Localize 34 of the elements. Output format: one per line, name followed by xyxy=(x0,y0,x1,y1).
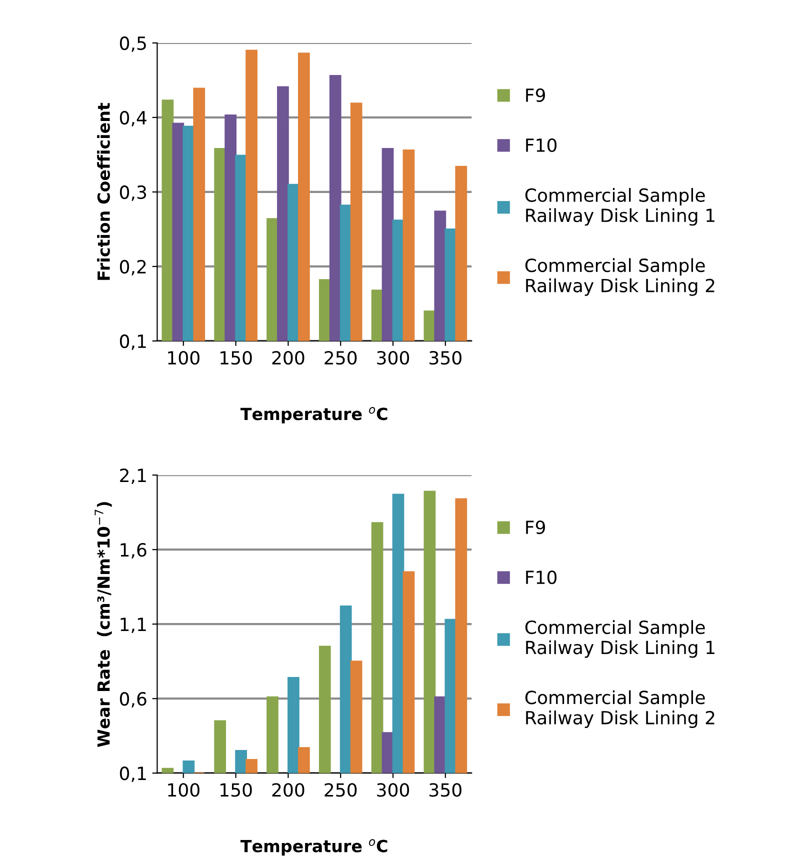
y-tick-label: 0,5 xyxy=(120,36,146,52)
x-tick-label: 100 xyxy=(168,351,200,365)
y-tick-label: 0,1 xyxy=(120,334,146,350)
legend-label: F10 xyxy=(526,570,557,584)
x-axis-title: Temperature $^{o}$C xyxy=(240,407,388,424)
legend-label: Commercial Sample Railway Disk Lining 1 xyxy=(525,188,714,226)
legend-label: F9 xyxy=(526,520,545,534)
x-tick-label: 300 xyxy=(377,783,410,797)
x-tick-label: 200 xyxy=(272,783,304,797)
y-axis-title: Wear Rate (cm³/Nm*10$^{−7}$) xyxy=(94,502,112,748)
x-tick-label: 150 xyxy=(220,351,252,365)
legend-label: F10 xyxy=(526,138,557,152)
y-tick-label: 1,6 xyxy=(120,543,146,559)
y-tick-label: 0,4 xyxy=(120,110,146,126)
legend-label: Commercial Sample Railway Disk Lining 1 xyxy=(525,620,714,658)
x-tick-label: 300 xyxy=(377,351,410,365)
x-tick-label: 200 xyxy=(272,351,304,365)
x-tick-label: 250 xyxy=(324,783,357,797)
y-tick-label: 0,6 xyxy=(120,692,146,708)
legend-label: F9 xyxy=(526,88,545,102)
y-tick-label: 0,1 xyxy=(120,766,146,782)
legend-label: Commercial Sample Railway Disk Lining 2 xyxy=(525,690,714,728)
x-axis-title: Temperature $^{o}$C xyxy=(240,839,388,856)
y-tick-label: 1,1 xyxy=(120,618,146,634)
y-tick-label: 2,1 xyxy=(120,468,146,484)
y-tick-label: 0,2 xyxy=(120,260,146,276)
y-tick-label: 0,3 xyxy=(120,185,146,201)
legend-label: Commercial Sample Railway Disk Lining 2 xyxy=(525,258,714,296)
x-tick-label: 350 xyxy=(430,783,462,797)
x-tick-label: 250 xyxy=(324,351,357,365)
x-tick-label: 150 xyxy=(220,783,252,797)
x-tick-label: 350 xyxy=(430,351,462,365)
y-axis-title: Friction Coefficient xyxy=(97,102,110,280)
x-tick-label: 100 xyxy=(168,783,200,797)
